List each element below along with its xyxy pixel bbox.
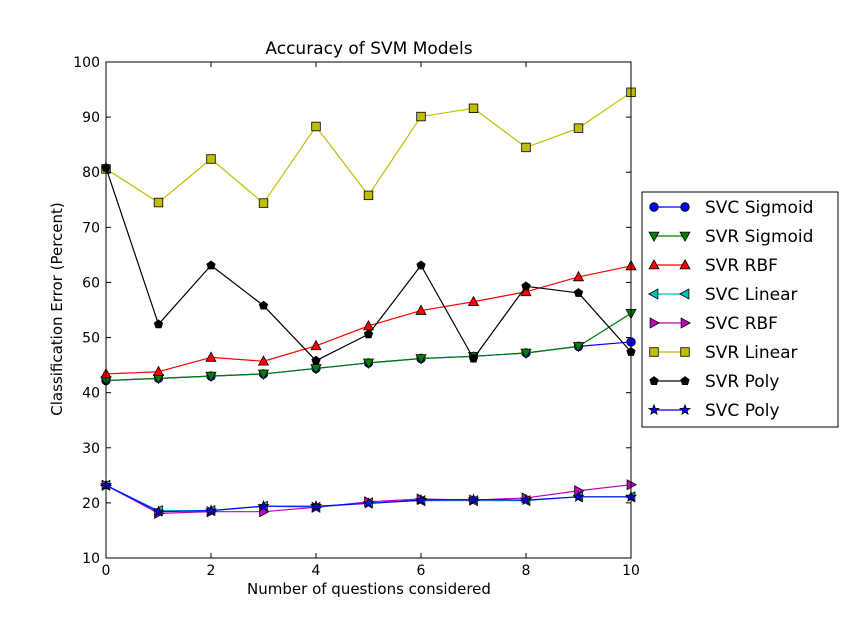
legend-marker-svr-poly xyxy=(649,376,659,385)
data-point-svr-sigmoid xyxy=(362,358,375,369)
data-point-svr-sigmoid xyxy=(572,342,585,353)
y-tick-label: 30 xyxy=(82,441,100,457)
data-point-svr-rbf xyxy=(572,270,585,282)
legend-marker-svr-linear xyxy=(680,347,690,357)
data-point-svc-poly xyxy=(572,490,585,502)
legend-marker-svr-rbf xyxy=(679,258,691,270)
legend-marker-svr-linear xyxy=(649,347,659,357)
legend-label-svr-linear: SVR Linear xyxy=(705,343,797,363)
data-point-svr-poly xyxy=(573,288,584,297)
legend: SVC Sigmoid SVR Sigmoid SVR RBF SVC Linear S… xyxy=(641,191,839,428)
x-tick-label: 6 xyxy=(417,563,426,579)
y-tick-label: 20 xyxy=(82,496,100,512)
data-point-svr-linear xyxy=(311,121,321,132)
data-point-svc-poly xyxy=(309,499,323,512)
legend-label-svc-linear: SVC Linear xyxy=(705,285,798,305)
y-axis-label: Classification Error (Percent) xyxy=(48,202,66,416)
data-point-svr-poly xyxy=(258,300,269,310)
legend-label-svc-rbf: SVC RBF xyxy=(705,314,778,334)
data-point-svr-linear xyxy=(416,111,426,122)
legend-label-svr-poly: SVR Poly xyxy=(705,372,779,392)
data-point-svc-poly xyxy=(152,505,165,517)
legend-label-svc-poly: SVC Poly xyxy=(705,401,780,421)
data-point-svr-linear xyxy=(206,154,216,164)
legend-marker-svc-linear xyxy=(678,288,690,300)
data-point-svr-rbf xyxy=(310,339,322,351)
data-point-svc-poly xyxy=(204,504,218,516)
x-tick-label: 8 xyxy=(522,563,531,579)
data-point-svr-linear xyxy=(468,103,479,113)
data-point-svc-poly xyxy=(467,493,480,505)
legend-marker-svr-sigmoid xyxy=(648,231,660,243)
x-tick-label: 4 xyxy=(312,563,321,579)
legend-marker-svc-sigmoid xyxy=(680,202,690,212)
data-point-svr-poly xyxy=(206,260,216,270)
legend-marker-svc-rbf xyxy=(649,317,661,329)
data-point-svr-poly xyxy=(311,355,321,365)
legend-box xyxy=(641,191,839,428)
legend-label-svr-rbf: SVR RBF xyxy=(705,256,778,276)
data-point-svr-rbf xyxy=(415,304,427,315)
x-tick-label: 10 xyxy=(622,563,640,579)
y-tick-label: 100 xyxy=(73,55,100,71)
data-point-svr-linear xyxy=(521,142,531,153)
y-tick-label: 10 xyxy=(82,551,100,567)
x-axis-label: Number of questions considered xyxy=(247,580,491,598)
data-point-svr-sigmoid xyxy=(520,348,532,360)
legend-label-svc-sigmoid: SVC Sigmoid xyxy=(705,198,813,218)
y-tick-label: 60 xyxy=(82,275,100,291)
data-point-svr-rbf xyxy=(205,351,217,362)
data-point-svr-poly xyxy=(468,353,479,363)
y-tick-label: 90 xyxy=(82,110,100,126)
x-tick-label: 0 xyxy=(102,563,111,579)
data-point-svr-rbf xyxy=(467,295,480,307)
data-point-svr-rbf xyxy=(520,285,532,297)
data-point-svr-sigmoid xyxy=(257,369,270,380)
data-point-svr-linear xyxy=(258,198,269,208)
data-point-svr-poly xyxy=(416,260,426,270)
legend-marker-svc-poly xyxy=(678,403,692,416)
y-tick-label: 80 xyxy=(82,165,100,181)
legend-marker-svc-sigmoid xyxy=(649,202,659,212)
plot-frame xyxy=(105,61,632,559)
y-tick-label: 50 xyxy=(82,331,100,347)
legend-marker-svc-poly xyxy=(647,403,661,416)
chart-title: Accuracy of SVM Models xyxy=(265,39,472,59)
y-tick-label: 40 xyxy=(82,386,100,402)
data-point-svr-poly xyxy=(521,281,531,291)
data-point-svc-rbf xyxy=(626,479,638,491)
data-point-svr-linear xyxy=(153,197,164,208)
legend-marker-svr-sigmoid xyxy=(679,231,691,243)
data-point-svr-linear xyxy=(363,190,374,201)
data-point-svc-poly xyxy=(257,499,270,512)
data-point-svc-poly xyxy=(362,497,375,509)
data-point-svr-rbf xyxy=(257,355,270,366)
data-point-svr-sigmoid xyxy=(205,371,217,383)
data-point-svr-poly xyxy=(363,329,374,339)
y-tick-label: 70 xyxy=(82,220,100,236)
x-tick-label: 2 xyxy=(207,563,216,579)
data-point-svr-linear xyxy=(573,123,584,133)
plot-area: 0 2 4 6 8 10 10 20 30 40 50 60 70 80 90 100 xyxy=(73,55,640,579)
data-point-svr-rbf xyxy=(152,365,165,377)
legend-marker-svr-rbf xyxy=(648,258,660,270)
data-point-svc-poly xyxy=(519,493,533,506)
legend-label-svr-sigmoid: SVR Sigmoid xyxy=(705,227,813,247)
data-point-svr-sigmoid xyxy=(415,354,427,365)
legend-marker-svr-poly xyxy=(680,376,690,385)
data-point-svc-poly xyxy=(414,493,428,506)
data-point-svr-poly xyxy=(153,319,164,329)
legend-marker-svc-rbf xyxy=(680,317,692,329)
legend-marker-svc-linear xyxy=(647,288,659,300)
